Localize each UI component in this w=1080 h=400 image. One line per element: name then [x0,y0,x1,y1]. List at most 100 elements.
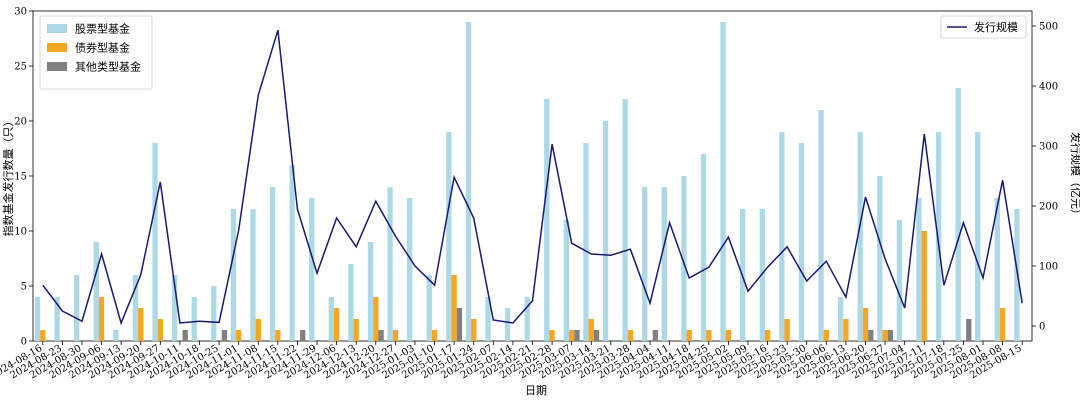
bar-bond [843,319,849,341]
right-y-axis: 0 100 200 300 400 500 [1032,22,1058,333]
bar-equity [681,176,687,341]
bar-equity [328,297,334,341]
bar-bond [706,330,712,341]
bar-bond [275,330,281,341]
bar-equity [935,132,942,341]
bar-equity [269,187,276,341]
x-axis: 2024-08-162024-08-232024-08-302024-09-06… [0,341,1024,381]
bar-equity [975,132,981,341]
bar-equity [152,143,158,341]
bar-bond [627,330,634,341]
right-y-tick-label: 0 [1039,322,1045,333]
bar-bond [686,330,692,341]
bar-equity [348,264,354,341]
bar-other [456,308,463,341]
issuance-scale-line [42,29,1023,326]
bar-bond [392,330,399,341]
bar-equity [602,121,609,341]
bar-bond [451,275,457,341]
legend-label: 股票型基金 [75,22,130,36]
bar-bond [236,330,242,341]
bar-bond [823,330,829,341]
bar-equity [622,99,628,341]
bar-equity [93,242,99,341]
bar-bond [921,231,927,341]
bar-equity [994,198,1000,341]
bar-other [887,330,894,341]
legend-box [39,15,153,90]
bar-other [182,330,188,341]
bar-equity [113,330,119,341]
legend-label: 发行规模 [974,20,1018,34]
bar-equity [171,275,178,341]
x-axis-label: 日期 [525,384,547,397]
bar-equity [407,198,413,341]
bar-equity [485,297,491,341]
bar-equity [34,297,41,341]
bar-other [378,330,384,341]
left-y-tick-label: 30 [14,7,27,18]
bar-equity [1014,209,1020,341]
left-y-tick-label: 10 [14,227,27,238]
bar-bond [549,330,555,341]
bar-equity [465,22,472,341]
bar-equity [367,242,374,341]
bar-other [574,330,580,341]
bar-bond [40,330,46,341]
left-y-tick-label: 5 [21,282,27,293]
bar-equity [191,297,197,341]
left-y-axis: 0 5 10 15 20 25 30 [14,7,33,348]
bar-equity [132,275,139,341]
bar-equity [661,187,667,341]
bar-series-group [34,22,1020,341]
bar-bond [784,319,790,341]
bar-bond [862,308,869,341]
right-y-tick-label: 500 [1039,22,1058,33]
legend-swatch [47,62,67,71]
bar-equity [583,143,589,341]
right-y-tick-label: 200 [1039,202,1058,213]
bar-equity [916,198,922,341]
bar-bond [471,319,477,341]
bar-equity [524,297,530,341]
bar-equity [642,187,648,341]
bar-equity [309,198,315,341]
bar-equity [798,143,805,341]
bar-equity [955,88,961,341]
bar-equity [74,275,80,341]
right-y-tick-label: 100 [1039,262,1058,273]
bar-equity [211,286,217,341]
bar-bond [138,308,144,341]
left-y-tick-label: 15 [14,172,27,183]
bar-bond [764,330,771,341]
bar-other [300,330,306,341]
bar-bond [588,319,594,341]
bar-bond [157,319,163,341]
bar-equity [426,275,432,341]
bar-equity [759,209,765,341]
bar-equity [700,154,707,341]
bar-equity [230,209,237,341]
bar-bond [431,330,438,341]
bar-equity [446,132,452,341]
bar-other [868,330,874,341]
legend-box [940,15,1027,39]
bar-bond [999,308,1006,341]
bar-bond [373,297,379,341]
line-series-group [42,29,1023,326]
left-y-tick-label: 0 [21,337,27,348]
bar-bond [333,308,340,341]
bar-equity [387,187,393,341]
bar-other [221,330,228,341]
bar-equity [250,209,256,341]
bar-equity [563,220,570,341]
bar-equity [837,297,844,341]
left-y-tick-label: 25 [14,62,27,73]
bar-other [593,330,600,341]
bar-bond [98,297,105,341]
bar-bond [882,330,888,341]
bar-bond [255,319,261,341]
right-y-tick-label: 400 [1039,82,1058,93]
bar-equity [779,132,785,341]
